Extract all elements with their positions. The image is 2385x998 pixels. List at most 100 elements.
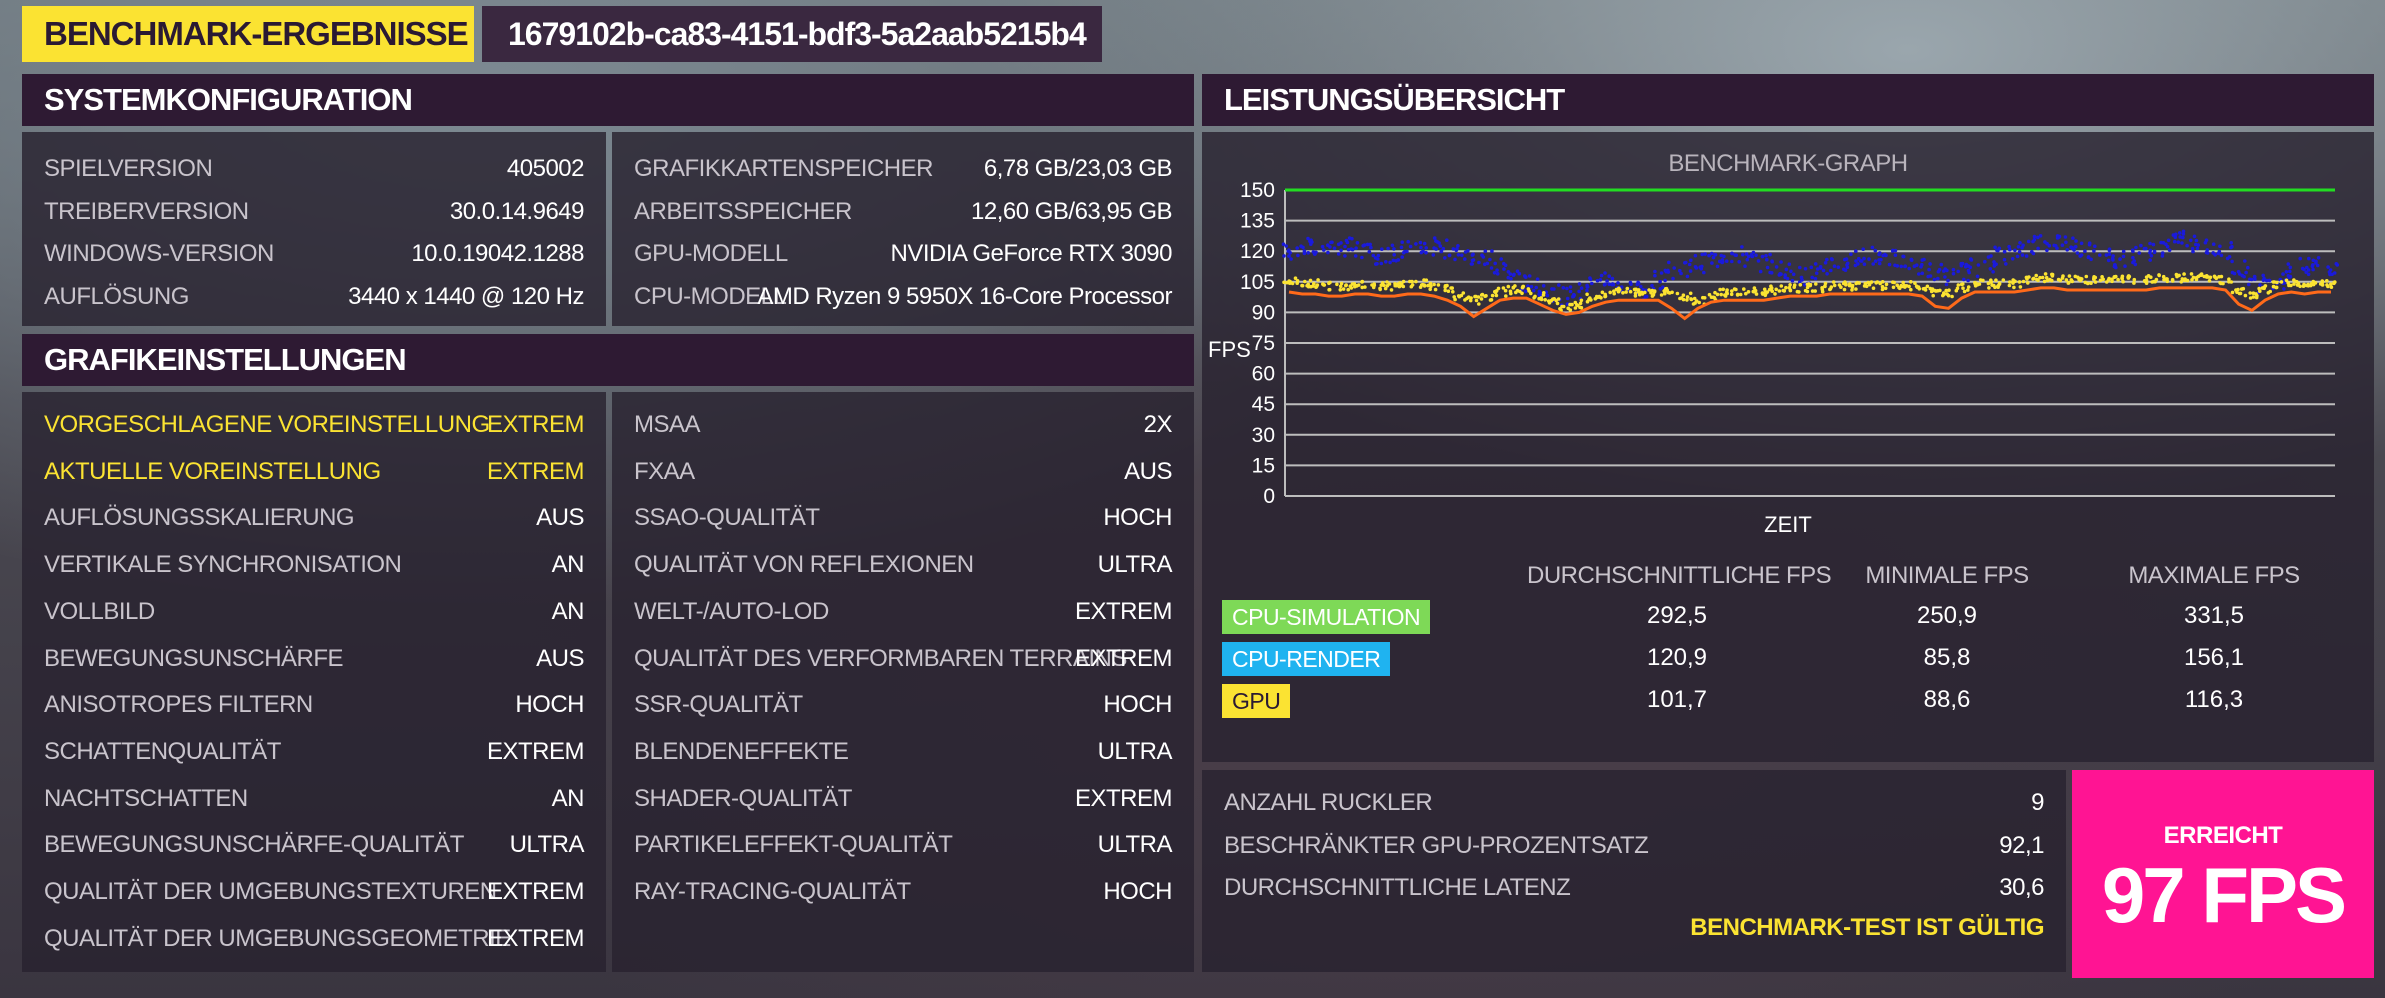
chart-point — [1899, 264, 1903, 269]
settings-row: MSAA 2X — [612, 404, 1194, 446]
chart-point — [1282, 254, 1286, 258]
chart-point — [2126, 274, 2131, 278]
chart-point — [1823, 261, 1828, 265]
chart-point — [1338, 288, 1343, 292]
chart-point — [1933, 288, 1937, 293]
chart-point — [2236, 287, 2240, 292]
chart-point — [2292, 282, 2296, 286]
chart-point — [1641, 287, 1645, 292]
chart-point — [1871, 262, 1875, 266]
setting-label: QUALITÄT DER UMGEBUNGSGEOMETRIE — [44, 924, 511, 952]
chart-point — [1356, 283, 1361, 287]
setting-label: GPU-MODELL — [634, 240, 788, 267]
chart-point — [1769, 284, 1773, 288]
chart-point — [1858, 259, 1863, 263]
chart-point — [1675, 291, 1680, 296]
chart-point — [1959, 261, 1963, 266]
chart-point — [2015, 254, 2020, 259]
chart-point — [1490, 293, 1495, 298]
chart-point — [1883, 286, 1888, 291]
chart-point — [1849, 252, 1853, 256]
chart-point — [2161, 274, 2166, 279]
chart-point — [2181, 232, 2186, 236]
chart-point — [2229, 280, 2234, 284]
chart-point — [2010, 257, 2015, 261]
chart-point — [1488, 298, 1493, 302]
chart-point — [1470, 258, 1475, 263]
chart-point — [1684, 260, 1688, 265]
chart-point — [1579, 298, 1584, 303]
chart-point — [2249, 277, 2254, 282]
chart-point — [2246, 282, 2251, 287]
chart-point — [2260, 286, 2265, 290]
chart-point — [1743, 264, 1747, 268]
fps-stats-table: DURCHSCHNITTLICHE FPS MINIMALE FPS MAXIMAL… — [1202, 562, 2374, 762]
chart-point — [2218, 244, 2222, 249]
setting-label: QUALITÄT VON REFLEXIONEN — [634, 551, 974, 579]
chart-point — [2134, 245, 2138, 250]
chart-point — [1770, 259, 1774, 264]
chart-point — [1590, 281, 1594, 286]
chart-point — [1909, 257, 1914, 262]
chart-point — [1764, 253, 1768, 258]
chart-point — [2144, 278, 2149, 283]
chart-point — [1862, 262, 1867, 266]
chart-point — [1997, 282, 2002, 286]
chart-point — [1976, 263, 1981, 267]
chart-point — [1913, 281, 1917, 285]
chart-point — [2279, 280, 2284, 284]
chart-y-tick-label: 60 — [1252, 363, 1275, 386]
chart-point — [1362, 243, 1367, 247]
chart-point — [1779, 284, 1784, 288]
setting-value: EXTREM — [486, 457, 585, 485]
chart-point — [1735, 292, 1740, 297]
settings-row: QUALITÄT DER UMGEBUNGSTEXTUREN EXTREM — [22, 871, 606, 913]
chart-point — [2013, 248, 2017, 253]
chart-point — [2281, 272, 2285, 276]
setting-value: ULTRA — [509, 831, 585, 859]
settings-row: QUALITÄT VON REFLEXIONEN ULTRA — [612, 544, 1194, 586]
chart-point — [1287, 254, 1291, 258]
chart-point — [1808, 283, 1812, 288]
chart-point — [1471, 252, 1475, 257]
chart-point — [2191, 275, 2196, 280]
settings-row: VERTIKALE SYNCHRONISATION AN — [22, 544, 606, 586]
chart-point — [1392, 247, 1396, 251]
chart-point — [2320, 280, 2325, 285]
chart-point — [1493, 289, 1497, 294]
chart-point — [1966, 278, 1970, 283]
chart-point — [2148, 258, 2152, 262]
chart-point — [1863, 281, 1868, 286]
chart-point — [1961, 282, 1965, 286]
graphics-settings-left-panel: VORGESCHLAGENE VOREINSTELLUNG EXTREM AKTUE… — [22, 392, 606, 972]
settings-row: RAY-TRACING-QUALITÄT HOCH — [612, 871, 1194, 913]
chart-point — [1418, 240, 1423, 245]
chart-point — [2167, 248, 2172, 252]
chart-point — [2326, 284, 2330, 289]
chart-point — [1650, 283, 1654, 288]
chart-point — [2017, 250, 2022, 254]
chart-point — [1922, 257, 1926, 262]
chart-point — [1539, 296, 1543, 300]
benchmark-results-title: BENCHMARK-ERGEBNISSE — [22, 6, 474, 62]
series-badge: GPU — [1222, 684, 1291, 718]
chart-point — [1550, 287, 1554, 291]
chart-point — [2180, 241, 2184, 245]
chart-point — [2032, 238, 2037, 242]
setting-label: AUFLÖSUNG — [44, 282, 189, 310]
chart-point — [1715, 264, 1720, 269]
chart-point — [1428, 287, 1432, 292]
chart-point — [1341, 287, 1346, 291]
chart-point — [2110, 279, 2114, 284]
chart-point — [2330, 272, 2334, 277]
chart-point — [2084, 274, 2089, 279]
settings-row: ARBEITSSPEICHER 12,60 GB/63,95 GB — [612, 191, 1194, 233]
series-badge: CPU-SIMULATION — [1222, 600, 1431, 634]
chart-point — [1658, 287, 1663, 291]
chart-point — [1744, 291, 1748, 296]
chart-point — [1788, 283, 1792, 287]
chart-point — [1388, 260, 1392, 265]
chart-point — [1734, 253, 1738, 258]
chart-point — [2179, 280, 2184, 284]
chart-point — [2098, 278, 2103, 283]
